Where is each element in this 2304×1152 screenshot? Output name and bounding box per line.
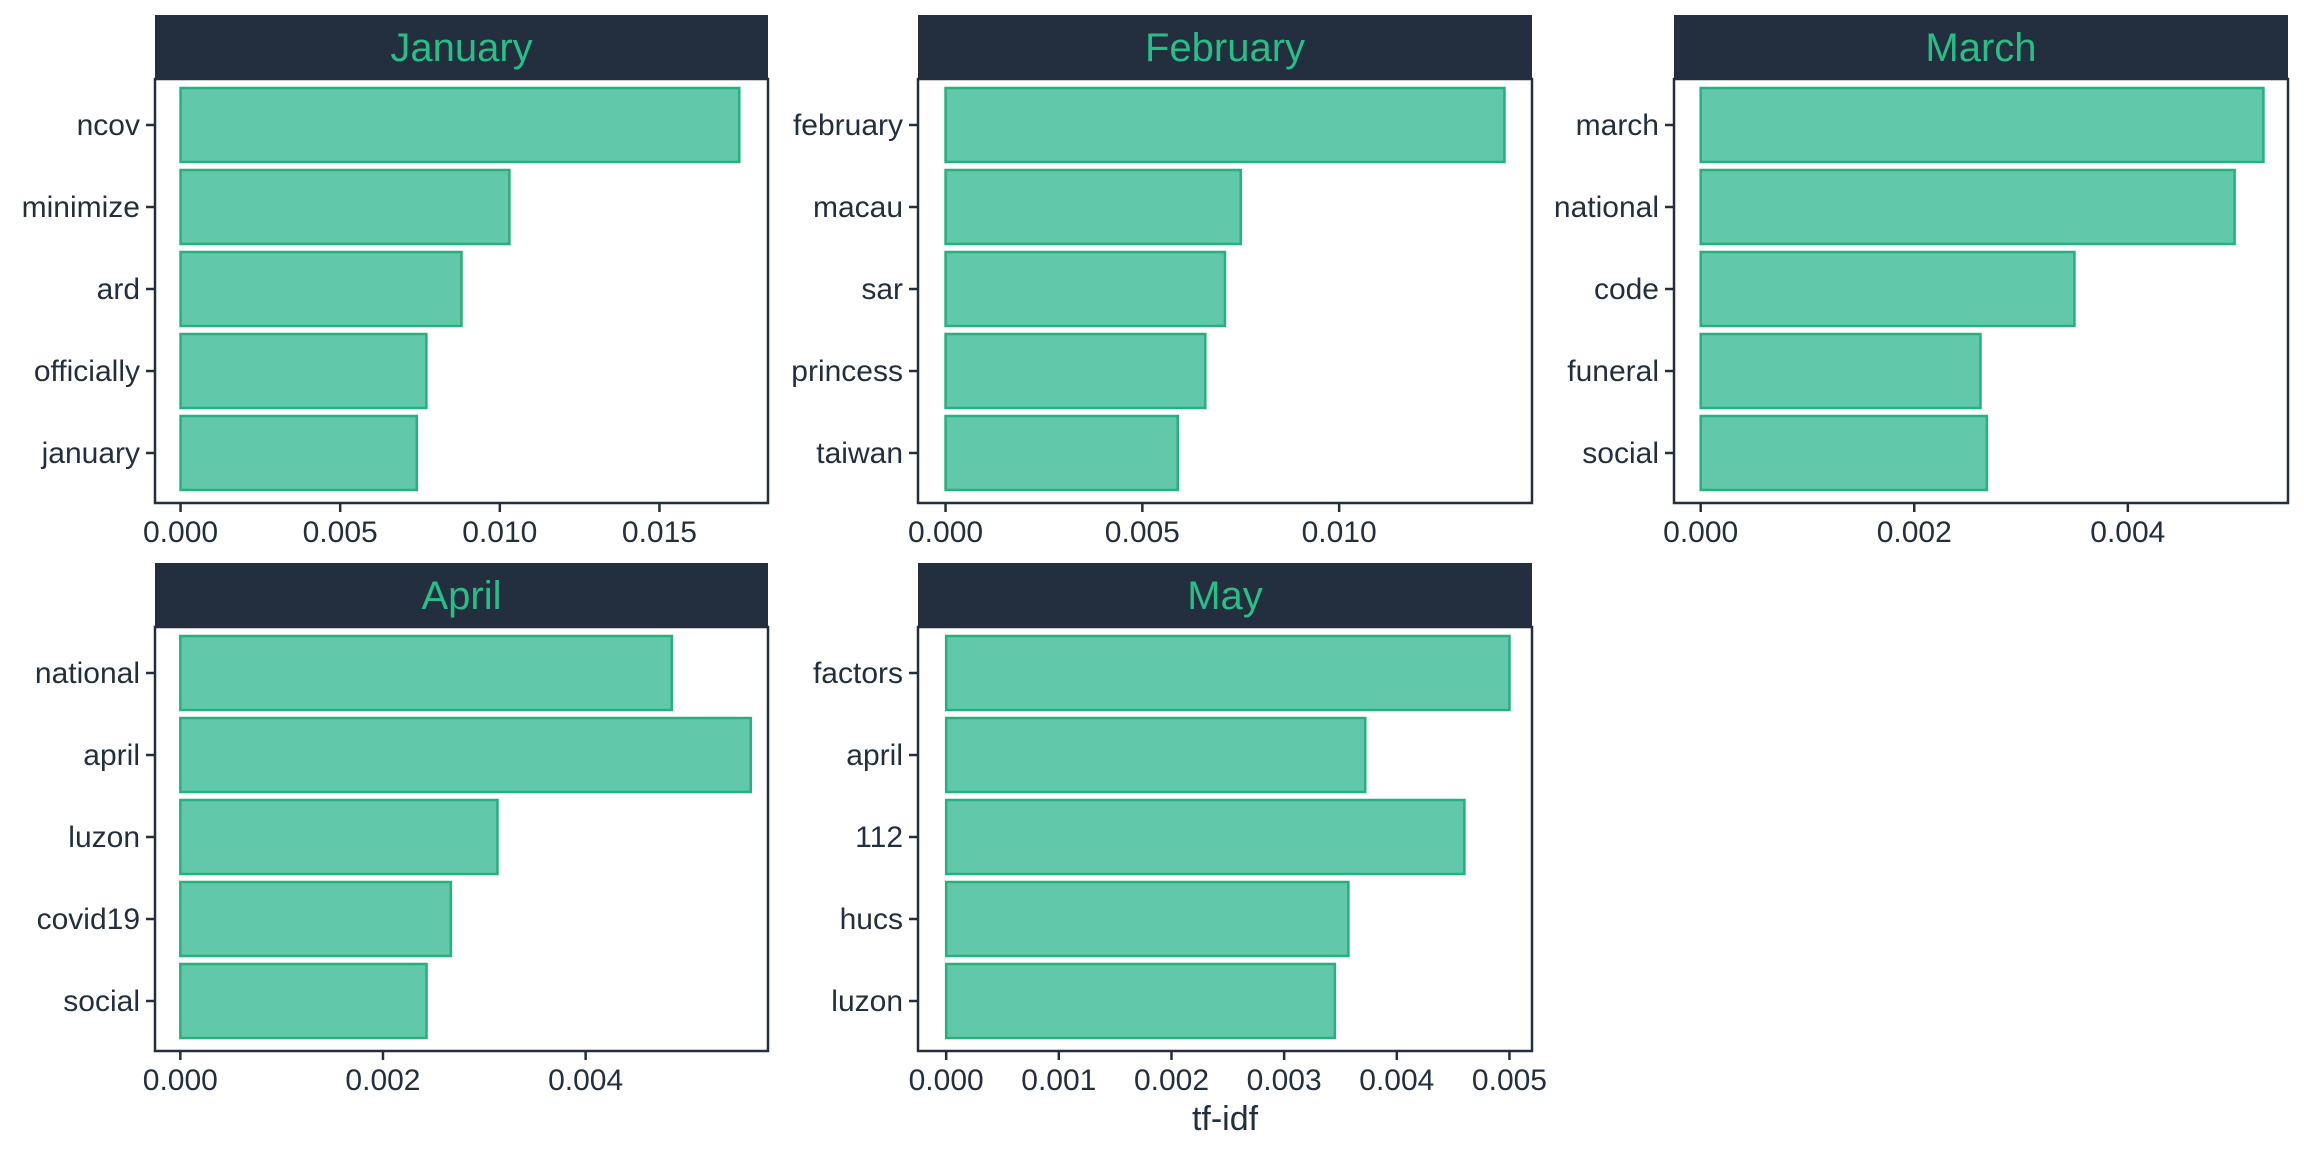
y-tick-label: 112 (855, 821, 903, 854)
panel-border (153, 625, 770, 1053)
y-tick-label: luzon (831, 985, 903, 1018)
bar-code (1699, 250, 2076, 328)
x-tick-label: 0.000 (143, 516, 218, 549)
facet-panel-april: April national april luzon covid19 social 0.00… (35, 563, 770, 1097)
y-tick-label: national (1554, 191, 1659, 224)
x-tick-label: 0.004 (1359, 1064, 1434, 1097)
x-tick-label: 0.004 (548, 1064, 623, 1097)
y-tick-label: code (1594, 273, 1659, 306)
facet-title: February (1145, 26, 1305, 70)
y-tick-label: officially (34, 355, 140, 388)
bar-princess (944, 332, 1207, 410)
y-tick-label: minimize (22, 191, 140, 224)
bar-macau (944, 168, 1242, 246)
x-tick-label: 0.002 (1134, 1064, 1209, 1097)
x-tick-label: 0.015 (622, 516, 697, 549)
x-axis-title: tf-idf (1192, 1100, 1259, 1138)
bar-taiwan (944, 414, 1180, 492)
facet-panel-march: March march national code funeral social 0.000… (1554, 15, 2290, 549)
y-tick-label: national (35, 657, 140, 690)
y-tick-label: macau (813, 191, 903, 224)
bar-february (944, 86, 1506, 164)
y-tick-label: april (83, 739, 140, 772)
x-tick-label: 0.002 (345, 1064, 420, 1097)
bar-112 (944, 798, 1466, 876)
x-tick-label: 0.000 (1663, 516, 1738, 549)
facet-strip (155, 15, 768, 79)
bar-funeral (1699, 332, 1982, 410)
x-tick-label: 0.004 (2090, 516, 2165, 549)
facet-panel-may: May factors april 112 hucs luzon 0.000 0.001 0.0… (813, 563, 1547, 1097)
bar-april (179, 716, 753, 794)
y-tick-label: april (846, 739, 903, 772)
y-tick-label: sar (861, 273, 903, 306)
panel-border (153, 77, 770, 505)
panel-border (1672, 77, 2290, 505)
x-tick-label: 0.005 (303, 516, 378, 549)
y-tick-label: princess (791, 355, 903, 388)
bar-january (179, 414, 419, 492)
y-tick-label: taiwan (816, 437, 903, 470)
y-tick-label: covid19 (37, 903, 140, 936)
y-tick-label: january (41, 437, 140, 470)
facet-panel-january: January ncov minimize ard officially january 0… (22, 15, 770, 549)
panel-border (916, 77, 1534, 505)
bar-minimize (179, 168, 511, 246)
x-tick-label: 0.000 (909, 1064, 984, 1097)
facet-strip (918, 563, 1532, 627)
bar-social (1699, 414, 1989, 492)
panel-border (916, 625, 1534, 1053)
bar-hucs (944, 880, 1350, 958)
bar-factors (944, 634, 1511, 712)
facet-title: January (390, 26, 532, 70)
bar-national (1699, 168, 2236, 246)
y-tick-label: social (63, 985, 140, 1018)
bar-april (944, 716, 1367, 794)
x-tick-label: 0.005 (1472, 1064, 1547, 1097)
facet-strip (918, 15, 1532, 79)
bar-officially (179, 332, 428, 410)
bar-march (1699, 86, 2265, 164)
y-tick-label: ncov (77, 109, 140, 142)
y-tick-label: february (793, 109, 903, 142)
x-tick-label: 0.010 (462, 516, 537, 549)
facet-title: March (1925, 26, 2036, 70)
y-tick-label: ard (97, 273, 140, 306)
y-tick-label: factors (813, 657, 903, 690)
x-tick-label: 0.001 (1021, 1064, 1096, 1097)
x-tick-label: 0.010 (1302, 516, 1377, 549)
facet-strip (1674, 15, 2288, 79)
bar-sar (944, 250, 1227, 328)
x-tick-label: 0.000 (143, 1064, 218, 1097)
bar-luzon (179, 798, 499, 876)
y-tick-label: funeral (1567, 355, 1659, 388)
facet-strip (155, 563, 768, 627)
bar-national (179, 634, 673, 712)
bar-covid19 (179, 880, 453, 958)
bar-luzon (944, 962, 1337, 1040)
x-tick-label: 0.003 (1247, 1064, 1322, 1097)
y-tick-label: march (1576, 109, 1659, 142)
y-tick-label: social (1582, 437, 1659, 470)
y-tick-label: hucs (840, 903, 903, 936)
facet-title: May (1187, 574, 1263, 618)
facet-panel-february: February february macau sar princess taiwan 0.… (791, 15, 1534, 549)
y-tick-label: luzon (68, 821, 140, 854)
bar-ard (179, 250, 463, 328)
x-tick-label: 0.000 (908, 516, 983, 549)
x-tick-label: 0.002 (1877, 516, 1952, 549)
facet-title: April (421, 574, 501, 618)
bar-social (179, 962, 428, 1040)
bar-ncov (179, 86, 741, 164)
x-tick-label: 0.005 (1105, 516, 1180, 549)
